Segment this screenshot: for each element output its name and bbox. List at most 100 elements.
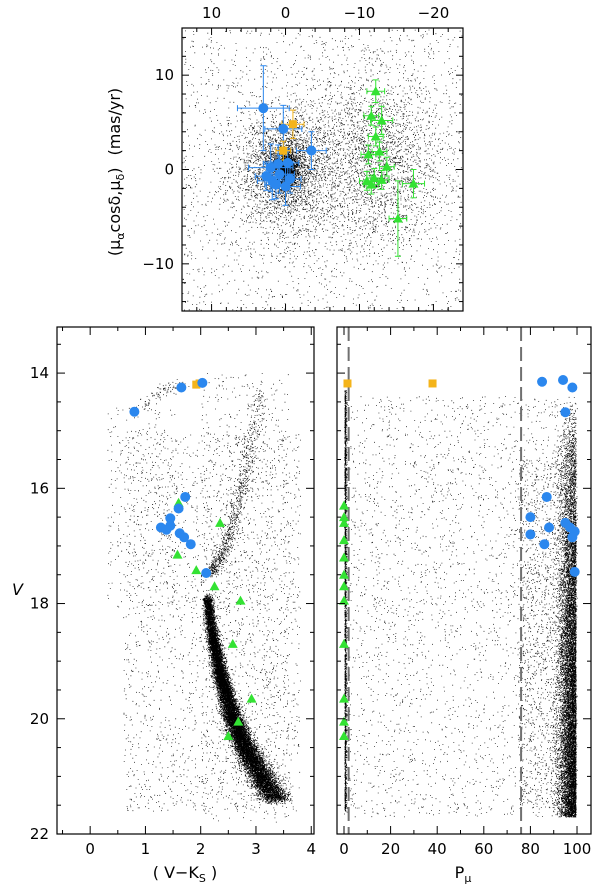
pm-blue-circle-point [261, 171, 272, 182]
prob-blue-circle-point [539, 539, 550, 550]
pm-blue-circle-point [280, 181, 291, 192]
pm-green-triangle-point [376, 115, 387, 125]
prob-field-dots [344, 390, 578, 818]
cmd-x-tick-label: 4 [306, 840, 316, 858]
cmd-x-tick-label: 0 [85, 840, 95, 858]
prob-green-triangle-point [338, 581, 349, 591]
pm-green-triangle-point [408, 178, 419, 188]
pm-left-tick-label: 0 [164, 161, 174, 179]
pm-green-triangle-point [392, 213, 403, 223]
prob-xlabel-part: P [455, 863, 465, 882]
pm-ylabel-part: ) [105, 168, 124, 174]
prob-xlabel-sub: μ [464, 872, 471, 885]
cmd-green-triangle-point [172, 549, 183, 559]
prob-blue-circle-point [541, 491, 552, 502]
cmd-green-triangle-point [209, 581, 220, 591]
cmd-blue-circle-point [180, 491, 191, 502]
pm-blue-circle-point [284, 173, 295, 184]
prob-x-tick-label: 40 [428, 840, 447, 858]
pm-blue-circle-point [270, 179, 281, 190]
prob-green-triangle-point [338, 638, 349, 648]
cmd-xlabel-sub: S [199, 872, 206, 885]
prob-green-triangle-point [338, 512, 349, 522]
cmd-blue-circle-point [179, 532, 190, 543]
pm-axes: 10 0 −10 −20 10 0 −10 [142, 4, 463, 311]
pm-ylabel-sub: δ [114, 173, 127, 180]
cmd-blue-circle-point [176, 382, 187, 393]
cmd-y-tick-label: 22 [30, 825, 49, 843]
pm-green-triangle-point [366, 110, 377, 120]
pm-blue-circle-point [258, 103, 269, 114]
prob-orange-square-point [343, 379, 352, 388]
pm-ylabel-sub: α [114, 232, 127, 239]
cmd-blue-circle-point [161, 524, 172, 535]
prob-green-triangle-point [338, 500, 349, 510]
pm-orange-square-point [279, 146, 288, 155]
prob-x-tick-label: 20 [381, 840, 400, 858]
prob-blue-circle-point [558, 375, 569, 386]
prob-x-axis-label: Pμ [455, 863, 472, 885]
cmd-y-tick-label: 20 [30, 710, 49, 728]
cmd-plot-frame [56, 326, 315, 835]
pm-green-triangle-point [366, 179, 377, 189]
cmd-x-tick-label: 1 [141, 840, 151, 858]
prob-member-markers [338, 375, 580, 741]
pm-blue-circle-point [273, 158, 284, 169]
pm-green-triangle-point [369, 172, 380, 182]
prob-blue-circle-point [525, 512, 536, 523]
cmd-green-triangle-point [233, 716, 244, 726]
prob-blue-circle-point [537, 376, 548, 387]
cmd-green-triangle-point [227, 638, 238, 648]
pm-blue-circle-point [282, 157, 293, 168]
prob-x-tick-label: 80 [521, 840, 540, 858]
pm-top-tick-label: 10 [202, 4, 221, 22]
prob-threshold-lines [347, 327, 523, 834]
probability-panel: 0 20 40 60 80 100 Pμ [336, 326, 592, 885]
prob-blue-circle-point [525, 529, 536, 540]
prob-green-triangle-point [338, 716, 349, 726]
prob-green-triangle-point [338, 535, 349, 545]
prob-x-tick-label: 60 [474, 840, 493, 858]
cmd-green-triangle-point [215, 517, 226, 527]
pm-green-triangle-point [374, 146, 385, 156]
prob-axes: 0 20 40 60 80 100 [337, 327, 591, 858]
prob-green-triangle-point [338, 552, 349, 562]
prob-green-triangle-point [338, 595, 349, 605]
cmd-green-triangle-point [246, 693, 257, 703]
prob-blue-circle-point [544, 522, 555, 533]
cmd-xlabel-part: ( V−K [153, 863, 200, 882]
cmd-x-axis-label: ( V−KS ) [153, 863, 217, 885]
cmd-green-triangle-point [235, 595, 246, 605]
cmd-blue-circle-point [197, 377, 208, 388]
cmd-x-tick-label: 2 [196, 840, 206, 858]
pm-top-tick-label: 0 [281, 4, 291, 22]
cmd-y-tick-label: 18 [30, 595, 49, 613]
pm-y-axis-label: (μαcosδ,μδ) (mas/yr) [105, 88, 127, 256]
prob-green-triangle-point [338, 731, 349, 741]
pm-green-triangle-point [370, 86, 381, 96]
proper-motion-panel: 10 0 −10 −20 10 0 −10 (μαcosδ,μδ) (mas/yr) [105, 4, 464, 312]
pm-blue-circle-point [274, 169, 285, 180]
prob-blue-circle-point [569, 566, 580, 577]
pm-green-triangle-point [381, 161, 392, 171]
cmd-green-triangle-point [191, 565, 202, 575]
pm-green-triangle-point [370, 131, 381, 141]
prob-blue-circle-point [560, 407, 571, 418]
pm-ylabel-unit: (mas/yr) [105, 88, 124, 156]
cmd-blue-circle-point [201, 568, 212, 579]
prob-orange-square-point [428, 379, 437, 388]
prob-green-triangle-point [338, 693, 349, 703]
pm-field-dots [182, 29, 464, 312]
pm-orange-square-point [288, 120, 297, 129]
cmd-blue-circle-point [129, 406, 140, 417]
cmd-y-axis-label: V [12, 580, 24, 599]
cmd-blue-circle-point [173, 503, 184, 514]
prob-plot-frame [336, 326, 592, 835]
cmd-y-tick-label: 16 [30, 479, 49, 497]
cmd-x-tick-label: 3 [251, 840, 261, 858]
prob-field-stars [344, 390, 578, 818]
pm-top-tick-label: −10 [344, 4, 376, 22]
cmd-panel: 0 1 2 3 4 14 16 18 20 22 V ( V−KS ) [12, 326, 316, 885]
pm-blue-circle-point [306, 145, 317, 156]
cmd-field-stars [107, 373, 301, 823]
